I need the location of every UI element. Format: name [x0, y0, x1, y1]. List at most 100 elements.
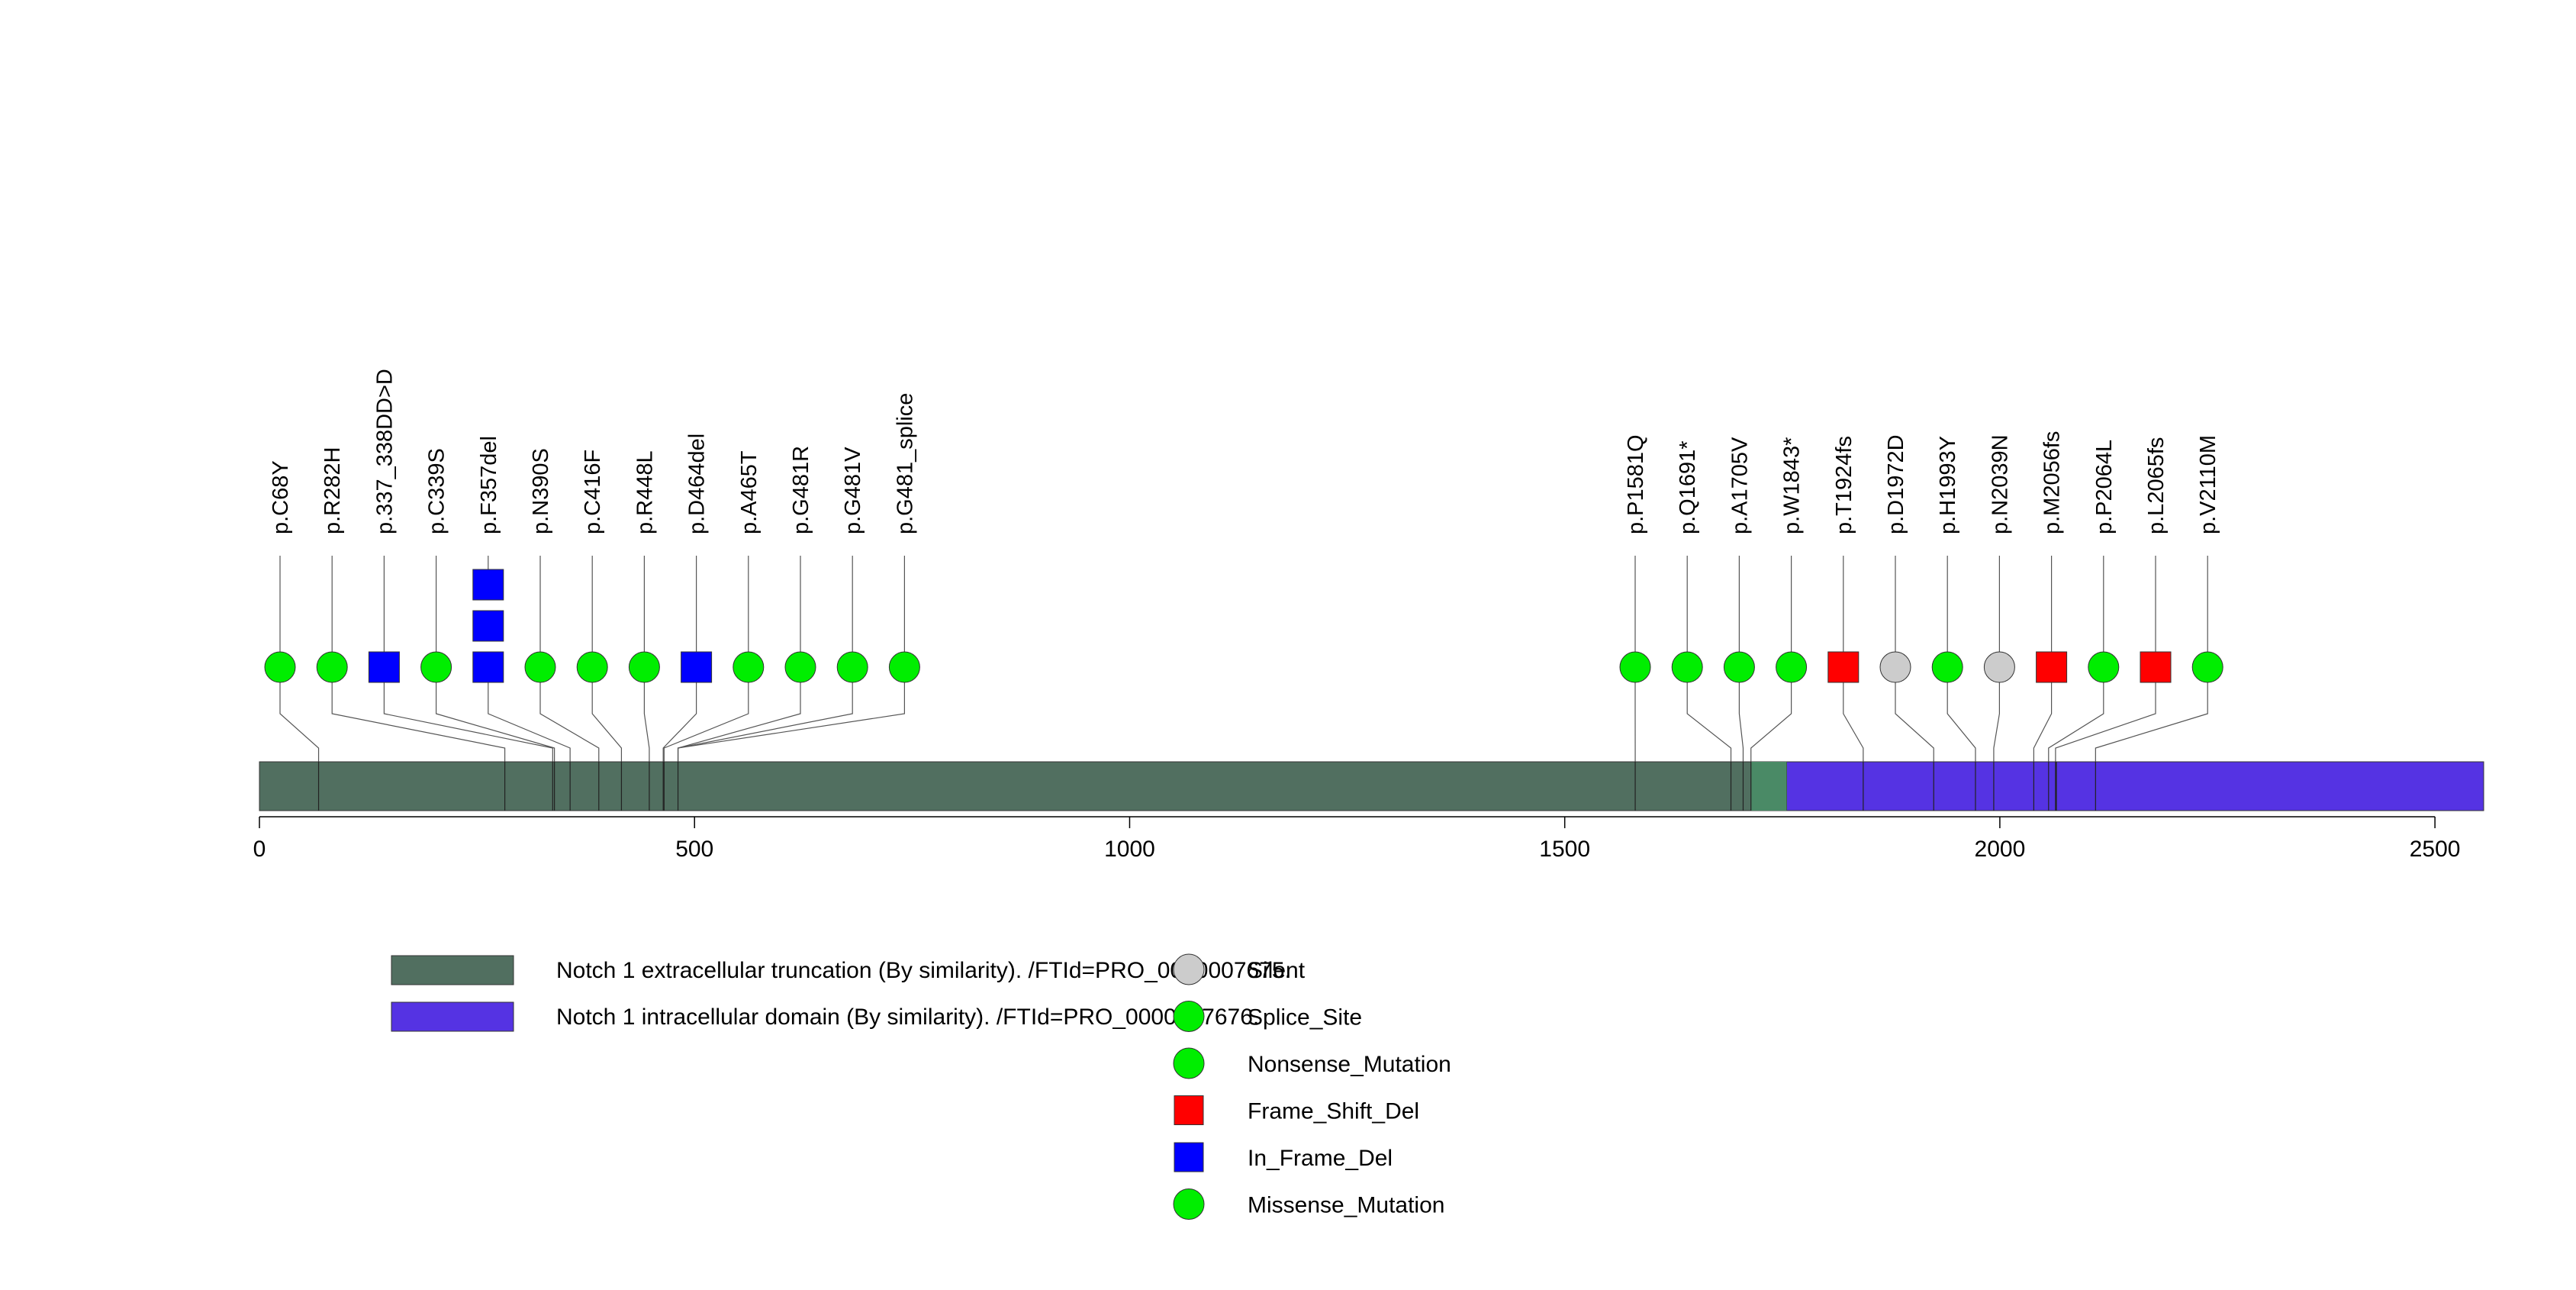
- connector-lines: [279, 556, 2208, 762]
- domain-subregion: [1750, 762, 1787, 811]
- mutation-label: p.P2064L: [2092, 440, 2117, 534]
- position-connector: [1738, 667, 1744, 762]
- position-connector: [1750, 667, 1792, 762]
- mutation-label: p.V2110M: [2196, 435, 2220, 534]
- mutation-marker-circle: [1723, 651, 1755, 683]
- position-connector: [539, 667, 600, 762]
- axis-tick-label: 0: [253, 837, 266, 862]
- mutation-class-legend: Silent Splice_Site Nonsense_Mutation Frame_…: [1173, 953, 1451, 1220]
- domain-legend-label: Notch 1 intracellular domain (By similar…: [556, 1005, 1259, 1030]
- mutation-label: p.G481V: [841, 447, 865, 534]
- position-connector: [662, 667, 697, 762]
- mutation-marker-circle: [888, 651, 920, 683]
- mutation-marker-square: [368, 651, 400, 683]
- mutation-label: p.H1993Y: [1936, 436, 1960, 534]
- mutation-marker-square: [472, 610, 504, 642]
- class-legend-circle: [1173, 1001, 1205, 1032]
- mutation-label: p.W1843*: [1780, 437, 1805, 534]
- domain-bar-1: [259, 761, 1787, 811]
- mutation-label: p.L2065fs: [2144, 437, 2169, 534]
- mutation-marker-square: [2140, 651, 2172, 683]
- mutation-label: p.C68Y: [269, 460, 293, 534]
- axis-tick-label: 500: [675, 837, 713, 862]
- mutation-marker-circle: [1931, 651, 1963, 683]
- mutation-label: p.D1972D: [1884, 434, 1908, 534]
- mutation-marker-circle: [1671, 651, 1703, 683]
- mutation-label: p.N390S: [529, 448, 553, 534]
- mutation-markers: [264, 569, 2223, 683]
- domain-legend: Notch 1 extracellular truncation (By sim…: [391, 955, 1291, 1032]
- position-connector: [2033, 667, 2053, 762]
- mutation-marker-circle: [576, 651, 608, 683]
- position-axis: 0 500 1000 1500 2000 2500: [253, 816, 2461, 862]
- mutation-label: p.R448L: [633, 450, 657, 534]
- class-legend-label: Splice_Site: [1248, 1005, 1362, 1030]
- class-legend-circle: [1173, 1047, 1205, 1079]
- position-connector: [643, 667, 650, 762]
- position-connector: [1843, 667, 1864, 762]
- mutation-label: p.A465T: [737, 450, 762, 534]
- class-legend-label: In_Frame_Del: [1248, 1146, 1393, 1171]
- mutation-label: p.N2039N: [1988, 434, 2012, 534]
- mutation-marker-circle: [264, 651, 296, 683]
- position-connector: [677, 667, 906, 762]
- position-connector: [1686, 667, 1732, 762]
- mutation-marker-circle: [784, 651, 816, 683]
- class-legend-label: Frame_Shift_Del: [1248, 1099, 1419, 1124]
- position-connector: [1993, 667, 2000, 762]
- mutation-marker-square: [2036, 651, 2068, 683]
- mutation-marker-circle: [1983, 651, 2015, 683]
- position-connector: [1895, 667, 1934, 762]
- mutation-labels: p.C68Y p.R282H p.337_338DD>D p.C339S p.F357d…: [269, 369, 2220, 534]
- class-legend-square: [1174, 1095, 1204, 1125]
- mutation-label: p.G481R: [789, 446, 813, 534]
- domain-bar-2: [1785, 761, 2484, 811]
- domain-legend-swatch: [391, 955, 514, 985]
- domain-legend-swatch: [391, 1001, 514, 1032]
- position-connector: [591, 667, 623, 762]
- mutation-marker-circle: [2088, 651, 2120, 683]
- mutation-marker-circle: [1879, 651, 1911, 683]
- mutation-marker-circle: [1619, 651, 1651, 683]
- class-legend-label: Silent: [1248, 958, 1306, 983]
- mutation-label: p.D464del: [685, 434, 710, 534]
- position-connector: [2048, 667, 2104, 762]
- mutation-marker-square: [681, 651, 713, 683]
- position-connector: [435, 667, 555, 762]
- position-connector: [2055, 667, 2156, 762]
- mutation-label: p.C416F: [581, 450, 605, 534]
- axis-tick-label: 2500: [2410, 837, 2461, 862]
- position-connector: [2095, 667, 2208, 762]
- mutation-marker-square: [472, 651, 504, 683]
- mutation-label: p.F357del: [477, 436, 501, 534]
- mutation-marker-circle: [733, 651, 765, 683]
- protein-track: [259, 761, 2484, 811]
- mutation-label: p.P1581Q: [1624, 434, 1648, 534]
- position-connector: [663, 667, 749, 762]
- class-legend-circle: [1173, 953, 1205, 985]
- mutation-label: p.A1705V: [1728, 437, 1752, 534]
- mutation-label: p.G481_splice: [893, 393, 917, 534]
- position-connector: [383, 667, 553, 762]
- mutation-label: p.337_338DD>D: [372, 369, 397, 534]
- axis-tick-label: 1000: [1104, 837, 1155, 862]
- mutation-label: p.Q1691*: [1676, 440, 1700, 534]
- mutation-marker-circle: [2191, 651, 2223, 683]
- position-connector: [488, 667, 571, 762]
- mutation-marker-circle: [420, 651, 452, 683]
- axis-tick-label: 1500: [1539, 837, 1590, 862]
- class-legend-label: Nonsense_Mutation: [1248, 1052, 1451, 1077]
- mutation-label: p.C339S: [425, 448, 449, 534]
- class-legend-square: [1174, 1142, 1204, 1172]
- class-legend-circle: [1173, 1188, 1205, 1220]
- mutation-label: p.R282H: [320, 447, 345, 534]
- class-legend-label: Missense_Mutation: [1248, 1193, 1444, 1218]
- position-connector: [1946, 667, 1976, 762]
- mutation-label: p.M2056fs: [2040, 431, 2065, 534]
- position-connector: [331, 667, 506, 762]
- mutation-label: p.T1924fs: [1832, 436, 1856, 534]
- domain-legend-label: Notch 1 extracellular truncation (By sim…: [556, 958, 1291, 983]
- position-connector: [279, 667, 320, 762]
- mutation-marker-circle: [836, 651, 868, 683]
